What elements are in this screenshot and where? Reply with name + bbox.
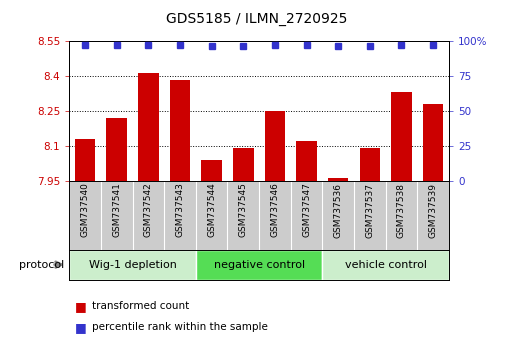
Text: Wig-1 depletion: Wig-1 depletion bbox=[89, 259, 176, 270]
Bar bbox=[391, 92, 412, 181]
Bar bbox=[296, 141, 317, 181]
Bar bbox=[75, 138, 95, 181]
Bar bbox=[233, 148, 253, 181]
Bar bbox=[328, 178, 348, 181]
Text: GSM737540: GSM737540 bbox=[81, 183, 90, 238]
Bar bbox=[170, 80, 190, 181]
Text: GSM737547: GSM737547 bbox=[302, 183, 311, 238]
Text: GSM737537: GSM737537 bbox=[365, 183, 374, 238]
Text: GSM737541: GSM737541 bbox=[112, 183, 121, 238]
Bar bbox=[423, 104, 443, 181]
Text: ■: ■ bbox=[74, 300, 86, 313]
Text: GSM737544: GSM737544 bbox=[207, 183, 216, 238]
Bar bbox=[138, 73, 159, 181]
Bar bbox=[69, 250, 196, 280]
Text: GDS5185 / ILMN_2720925: GDS5185 / ILMN_2720925 bbox=[166, 12, 347, 27]
Bar bbox=[265, 111, 285, 181]
Bar bbox=[201, 160, 222, 181]
Text: GSM737539: GSM737539 bbox=[428, 183, 438, 238]
Bar bbox=[196, 250, 322, 280]
Text: ■: ■ bbox=[74, 321, 86, 334]
Text: GSM737545: GSM737545 bbox=[239, 183, 248, 238]
Bar bbox=[106, 118, 127, 181]
Bar bbox=[322, 250, 449, 280]
Text: GSM737542: GSM737542 bbox=[144, 183, 153, 238]
Text: GSM737546: GSM737546 bbox=[270, 183, 280, 238]
Text: protocol: protocol bbox=[19, 259, 64, 270]
Text: vehicle control: vehicle control bbox=[345, 259, 427, 270]
Text: GSM737543: GSM737543 bbox=[175, 183, 185, 238]
Bar bbox=[360, 148, 380, 181]
Text: GSM737536: GSM737536 bbox=[333, 183, 343, 238]
Text: percentile rank within the sample: percentile rank within the sample bbox=[92, 322, 268, 332]
Text: negative control: negative control bbox=[213, 259, 305, 270]
Text: GSM737538: GSM737538 bbox=[397, 183, 406, 238]
Text: transformed count: transformed count bbox=[92, 301, 190, 311]
